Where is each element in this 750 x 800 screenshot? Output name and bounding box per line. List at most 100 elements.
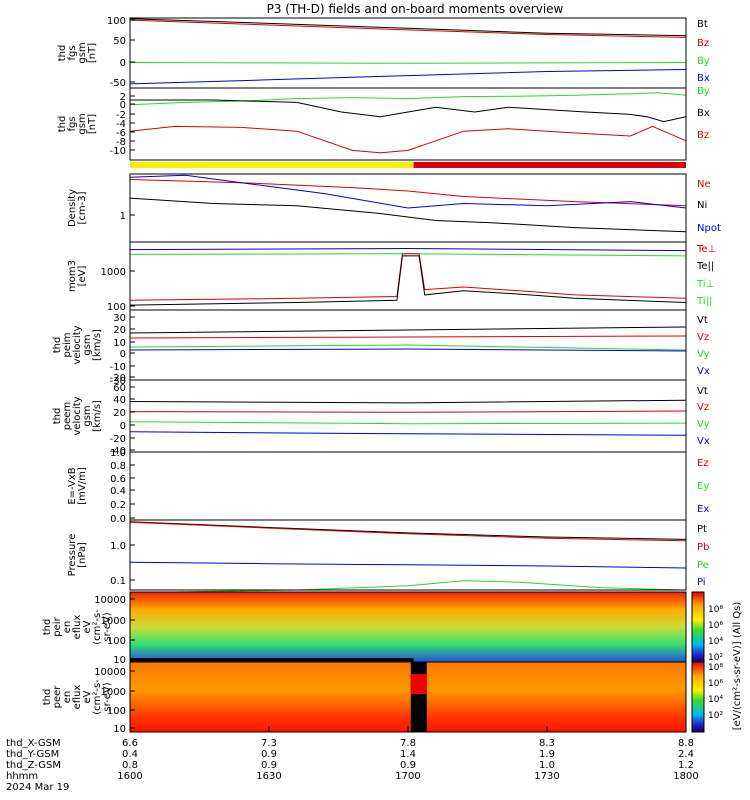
- ytick-label: 1000: [101, 687, 126, 698]
- footer-label: thd_X-GSM: [6, 738, 61, 749]
- series-Bx: [129, 69, 687, 85]
- ylabel-line: peem: [62, 402, 73, 430]
- ylabel-line: peer: [52, 685, 63, 709]
- panel-9: thd peir en eflux eV (cm²-s-sr-eV) 10000 1000 10…: [42, 591, 687, 666]
- footer-value: 1.0: [539, 760, 555, 771]
- ylabel-line: thd: [42, 619, 53, 636]
- ytick-label: -30: [110, 376, 126, 387]
- ylabel-line: thd: [52, 408, 63, 425]
- series-Te⊥: [129, 247, 687, 252]
- series-Bx: [130, 99, 687, 123]
- panel-frame: [129, 379, 687, 453]
- ylabel-line: fgs: [67, 116, 78, 131]
- footer-value: 8.8: [678, 738, 694, 749]
- panel-1: thd fgs gsm [nT] 100 50 0 -50 Bt Bz By Bx: [57, 16, 710, 89]
- ylabel-line: E=-VxB: [67, 467, 78, 504]
- ytick-label: -10: [110, 146, 126, 157]
- footer-label: thd_Z-GSM: [6, 760, 61, 771]
- legend-Ne: Ne: [697, 179, 711, 190]
- ylabel-line: en: [62, 691, 73, 704]
- panel-7: E=-VxB [mV/m] 1.0 0.8 0.60.4 0.2 0.0 Ez Ey Ex: [67, 448, 709, 525]
- ylabel-line: fgs: [67, 45, 78, 60]
- footer-value: 1800: [673, 771, 698, 782]
- ytick-label: 0.4: [110, 486, 126, 497]
- series-Pb: [129, 521, 687, 542]
- ylabel-line: (cm²-s-: [92, 679, 103, 715]
- mode-bar-red: [413, 162, 686, 168]
- legend-Vy: Vy: [697, 349, 710, 360]
- legend-Pe: Pe: [697, 560, 709, 571]
- series-Vz: [129, 335, 687, 339]
- series-Vz: [129, 410, 687, 413]
- footer-value: 1630: [256, 771, 281, 782]
- legend-Vx: Vx: [697, 436, 710, 447]
- legend-Bt: Bt: [697, 19, 708, 30]
- legend-Ti||: Ti||: [696, 296, 712, 307]
- panel-frame: [129, 451, 687, 521]
- ytick-label: 0: [120, 421, 126, 432]
- legend-Ti⊥: Ti⊥: [696, 279, 714, 290]
- ylabel-line: [nT]: [87, 43, 98, 63]
- ytick-label: 100: [107, 302, 126, 313]
- series-Ti||: [129, 255, 687, 306]
- ylabel-line: [cm-3]: [77, 191, 88, 224]
- ytick-label: 0.2: [110, 500, 126, 511]
- ytick-label: 0.0: [110, 514, 126, 525]
- spectrogram-gap-red: [410, 674, 427, 694]
- ytick-label: 0: [120, 100, 126, 111]
- ylabel-line: peir: [52, 616, 63, 636]
- ytick-label: -50: [110, 78, 126, 89]
- ylabel-line: thd: [42, 689, 53, 706]
- series-Pi: [129, 580, 687, 594]
- ylabel-line: mom3: [67, 260, 78, 292]
- colorbar-tick: 10⁴: [708, 637, 723, 647]
- ytick-label: 0.6: [110, 474, 126, 485]
- ylabel-line: eflux: [72, 615, 83, 640]
- footer-value: 1.9: [539, 749, 555, 760]
- ytick-label: -6: [116, 128, 126, 139]
- ytick-label: -20: [110, 434, 126, 445]
- ytick-label: 1000: [101, 267, 126, 278]
- legend-Ex: Ex: [697, 504, 709, 515]
- spectrogram: [130, 662, 686, 732]
- panel-10: thd peer en eflux eV (cm²-s-sr-eV) 10000 1000 10…: [42, 661, 687, 735]
- colorbar-tick: 10²: [708, 711, 723, 721]
- ytick-label: 20: [113, 408, 126, 419]
- series-Npot: [129, 174, 687, 209]
- footer-date: 2024 Mar 19: [6, 782, 69, 793]
- mode-bar-yellow: [130, 162, 414, 168]
- panel-8: Pressure [nPa] 1.0 0.1 Pt Pb Pe Pi: [67, 519, 709, 594]
- ytick-label: 20: [113, 325, 126, 336]
- ytick-label: 1.0: [110, 448, 126, 459]
- footer-value: 0.9: [400, 760, 416, 771]
- panel-frame: [129, 519, 687, 591]
- series-Pe: [129, 561, 687, 569]
- panel-4: mom3 [eV] 1000 100 Te⊥ Te|| Ti⊥ Ti||: [67, 241, 716, 313]
- ytick-label: -10: [110, 362, 126, 373]
- series-Vt: [129, 399, 687, 404]
- footer-value: 7.8: [400, 738, 416, 749]
- ytick-label: -2: [116, 110, 126, 121]
- colorbar-tick: 10⁸: [708, 605, 723, 615]
- footer-value: 6.6: [122, 738, 138, 749]
- ylabel-line: gsm: [82, 405, 93, 426]
- ylabel-line: velocity: [72, 325, 83, 364]
- ylabel-line: eV: [82, 620, 93, 633]
- ylabel-line: eflux: [72, 685, 83, 710]
- spectrogram: [130, 592, 686, 662]
- series-Vt: [129, 326, 687, 334]
- ylabel-line: [km/s]: [92, 329, 103, 361]
- legend-Bx: Bx: [697, 108, 710, 119]
- legend-Bx: Bx: [697, 73, 710, 84]
- series-Vy: [129, 421, 687, 425]
- ytick-label: 10: [113, 724, 126, 735]
- series-By: [129, 62, 687, 64]
- ytick-label: 0: [120, 58, 126, 69]
- colorbar-tick: 10⁴: [708, 695, 723, 705]
- ylabel-line: thd: [52, 337, 63, 354]
- ylabel-line: [km/s]: [92, 400, 103, 432]
- ytick-label: 1000: [101, 616, 126, 627]
